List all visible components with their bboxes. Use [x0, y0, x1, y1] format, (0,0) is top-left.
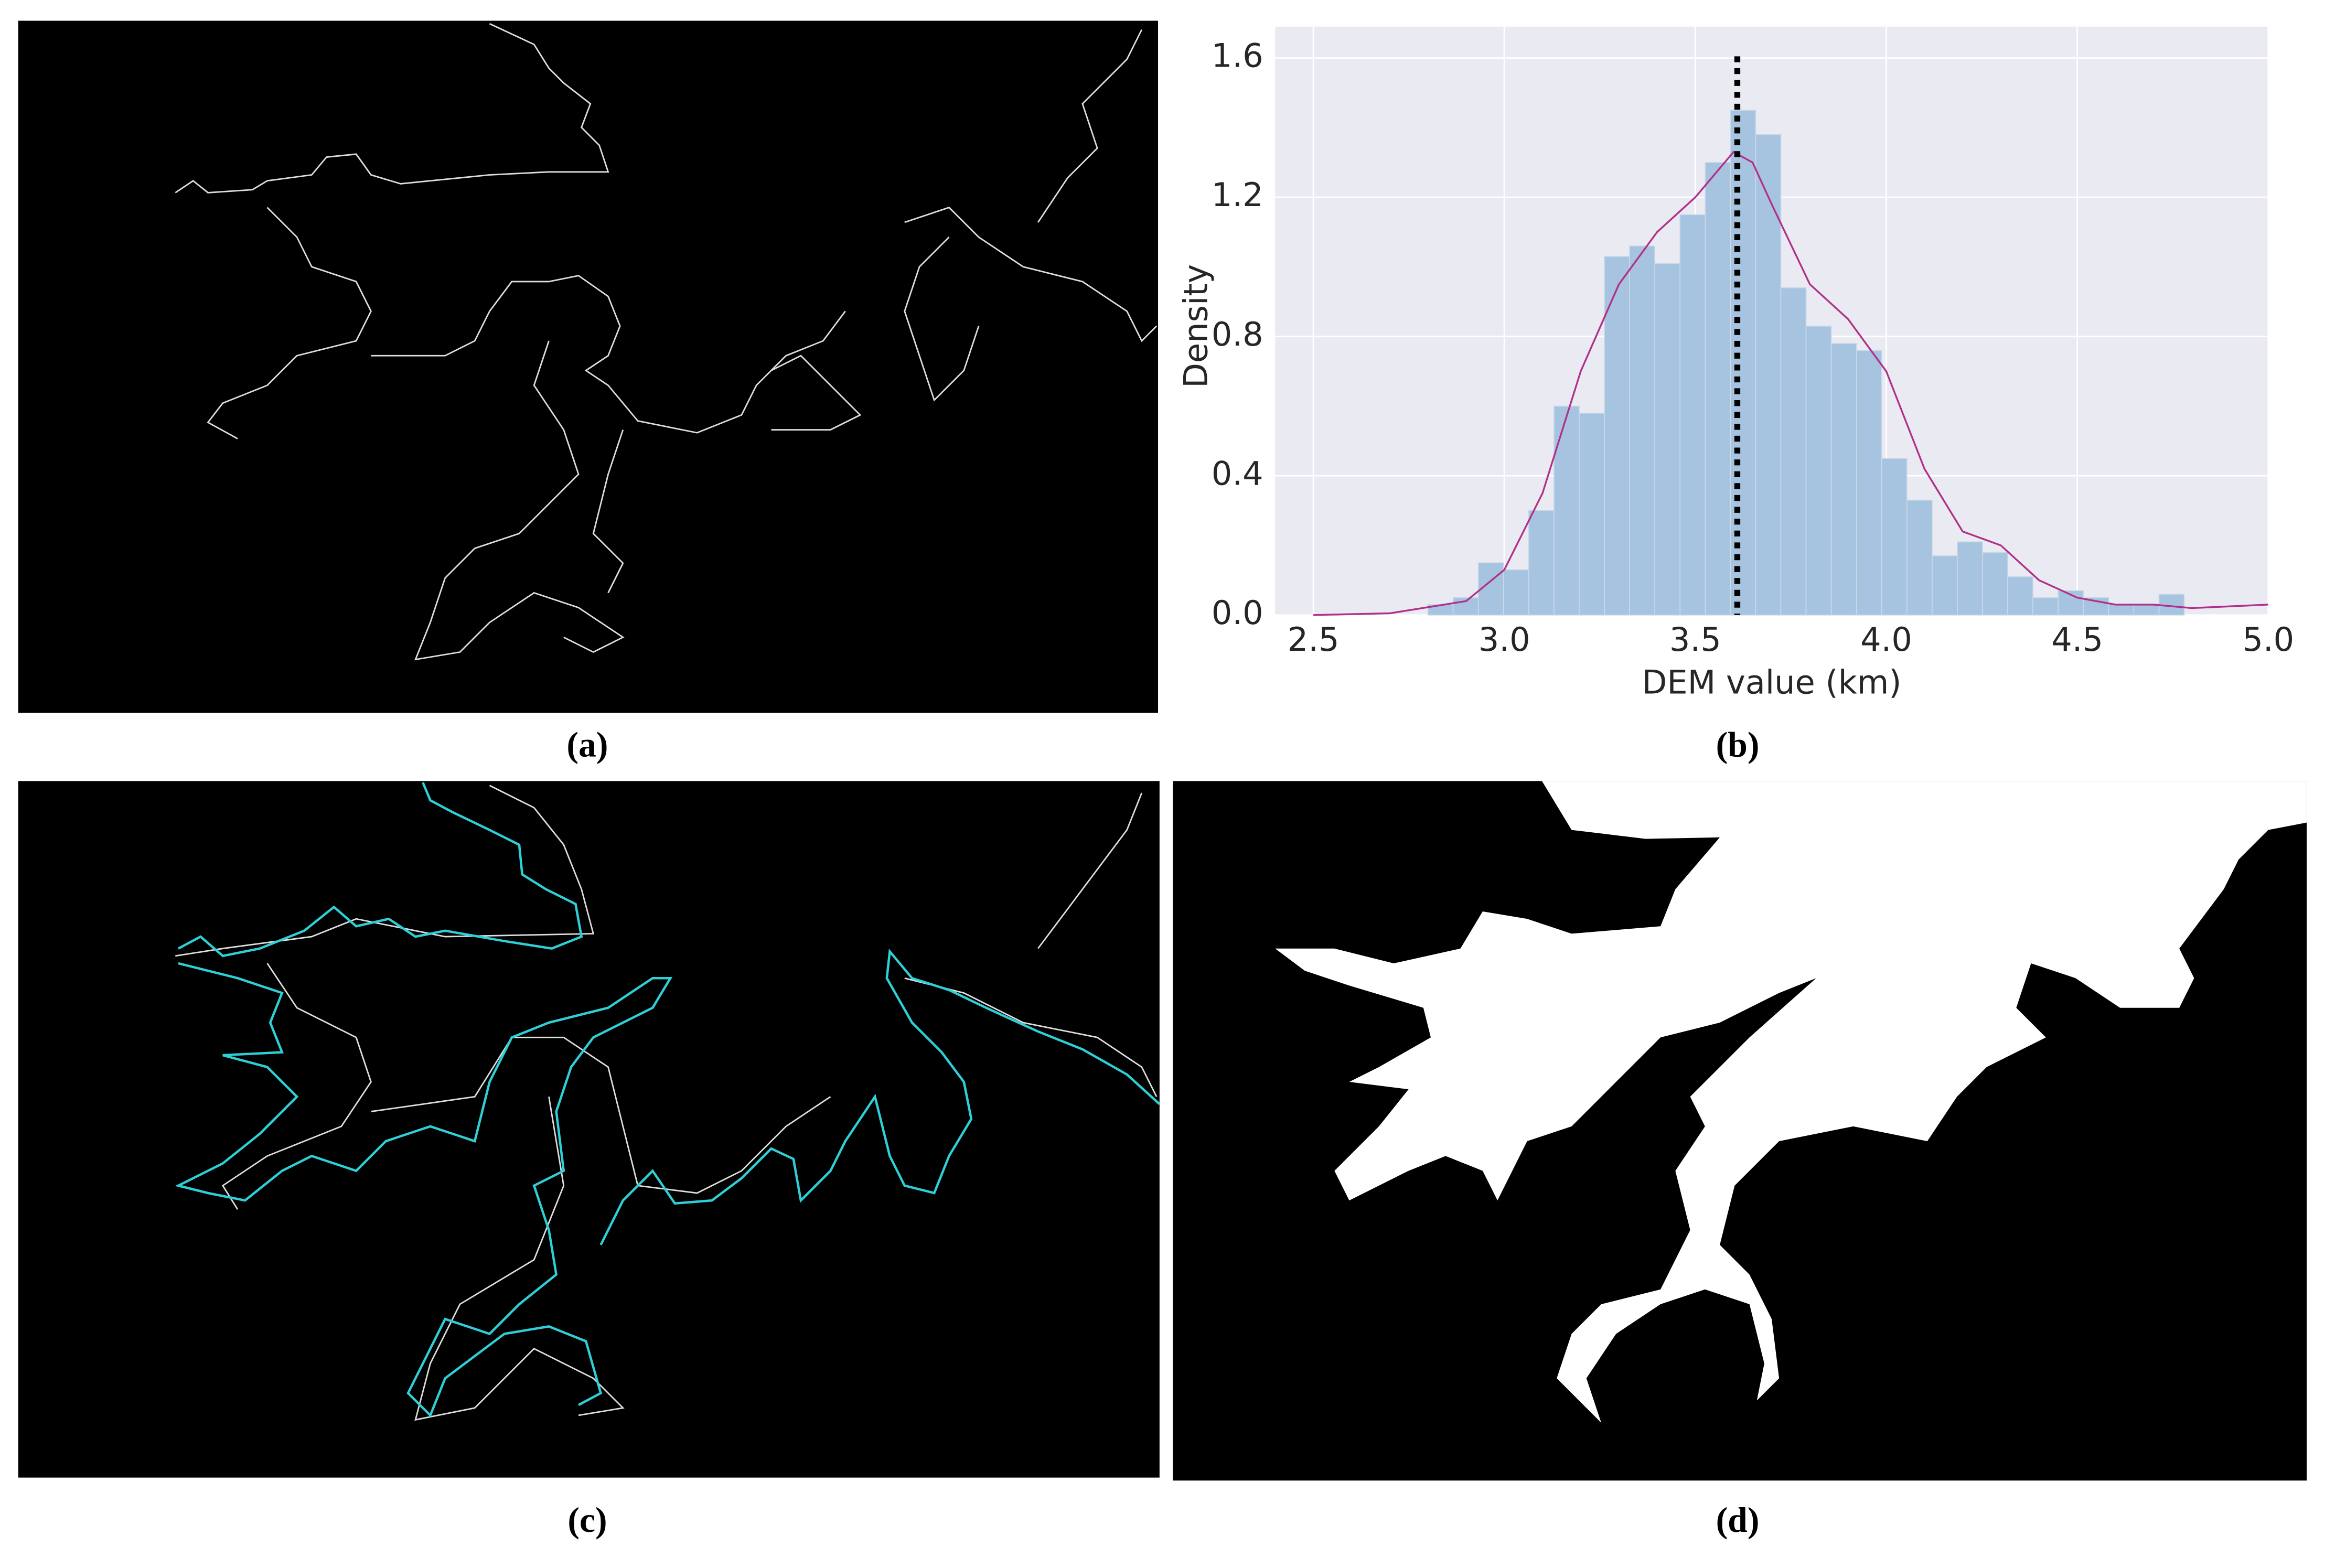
- panel-label: (a): [566, 725, 608, 765]
- histogram-plot: [1275, 26, 2269, 616]
- y-tick-label: 0.0: [1212, 594, 1263, 632]
- bar: [1705, 162, 1731, 616]
- bar: [1654, 263, 1681, 616]
- bar: [1579, 412, 1605, 616]
- bar: [1679, 214, 1706, 616]
- x-tick-label: 3.0: [1478, 620, 1530, 659]
- y-axis-label: Density: [1176, 264, 1215, 388]
- panel-c-image: [18, 781, 1160, 1478]
- bar: [1856, 350, 1882, 616]
- kde-line: [1313, 151, 2268, 616]
- bar: [1932, 555, 1958, 616]
- x-axis-label: DEM value (km): [1642, 663, 1901, 702]
- contours-c: [175, 782, 1161, 1417]
- bar: [1503, 569, 1529, 616]
- panel-label: (d): [1716, 1500, 1760, 1540]
- bar: [1730, 110, 1756, 616]
- water-mask: [1275, 781, 2307, 1423]
- bar: [1830, 343, 1857, 616]
- x-tick-label: 3.5: [1669, 620, 1721, 659]
- panel-label: (b): [1716, 725, 1760, 765]
- y-tick-label: 1.6: [1212, 37, 1263, 75]
- bar: [1629, 245, 1656, 616]
- bar: [2133, 604, 2160, 616]
- y-tick-label: 1.2: [1212, 176, 1263, 214]
- bar: [1957, 541, 1983, 616]
- x-tick-label: 4.5: [2051, 620, 2103, 659]
- y-tick-label: 0.4: [1212, 454, 1263, 492]
- bar: [1755, 134, 1782, 616]
- x-tick-label: 4.0: [1860, 620, 1912, 659]
- edge-lines-a: [175, 23, 1158, 661]
- x-tick-label: 5.0: [2242, 620, 2294, 659]
- panel-a-image: [18, 20, 1159, 713]
- bar: [1906, 499, 1933, 616]
- bar: [1477, 562, 1504, 616]
- bar: [2007, 576, 2034, 616]
- y-tick-label: 0.8: [1212, 315, 1263, 353]
- edge-lines-c: [175, 785, 1158, 1421]
- bar: [1982, 552, 2008, 616]
- bar: [1805, 325, 1832, 616]
- bar: [1780, 287, 1807, 616]
- bar: [1528, 510, 1555, 616]
- panel-label: (c): [567, 1500, 607, 1540]
- bar: [2083, 597, 2109, 616]
- x-tick-label: 2.5: [1288, 620, 1340, 659]
- bar: [2032, 597, 2059, 616]
- bar: [1553, 405, 1580, 616]
- bar: [1452, 597, 1479, 616]
- bar: [2108, 604, 2135, 616]
- bar: [1881, 458, 1908, 616]
